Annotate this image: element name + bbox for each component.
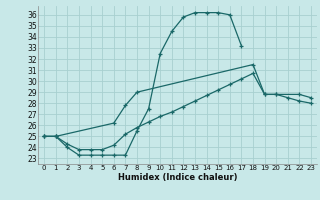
X-axis label: Humidex (Indice chaleur): Humidex (Indice chaleur)	[118, 173, 237, 182]
